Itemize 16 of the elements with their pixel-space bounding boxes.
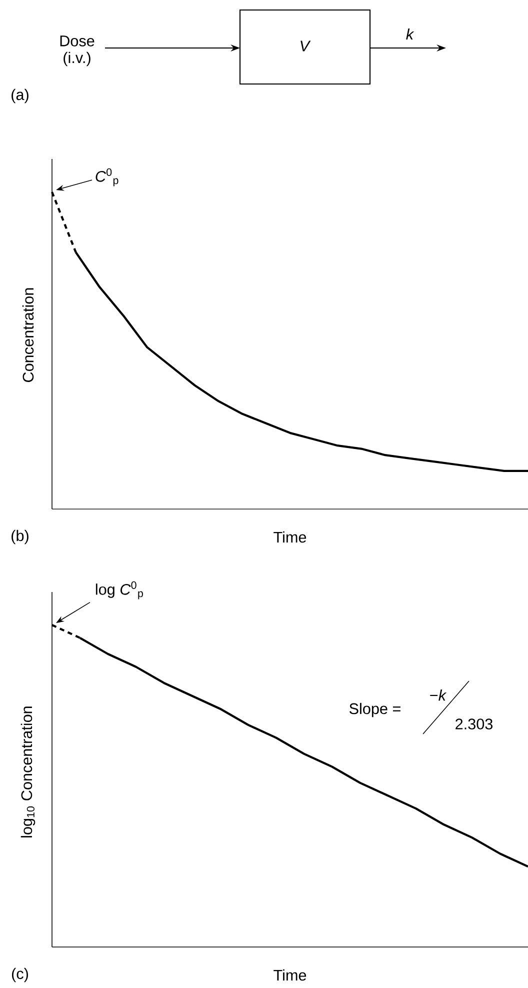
text: C$^{0}$p xyxy=(96,168,118,186)
annotation: 2.303 xyxy=(456,718,492,730)
y-axis-title: log$_{10}$ Concentration xyxy=(20,706,36,838)
text: k xyxy=(406,28,414,40)
x-axis-title: Time xyxy=(274,969,306,981)
x-axis-title: Time xyxy=(274,531,306,543)
text: V xyxy=(300,40,311,52)
annotation: −k xyxy=(430,689,447,701)
annotation: Slope = xyxy=(349,702,400,718)
text: (a) xyxy=(12,88,28,104)
text: (b) xyxy=(12,530,28,544)
text: log C$^{0}$p xyxy=(96,581,143,600)
text: (i.v.) xyxy=(64,52,90,66)
y-axis-title: Concentration xyxy=(22,288,34,382)
text: (c) xyxy=(12,968,28,982)
text: Dose xyxy=(60,36,94,46)
